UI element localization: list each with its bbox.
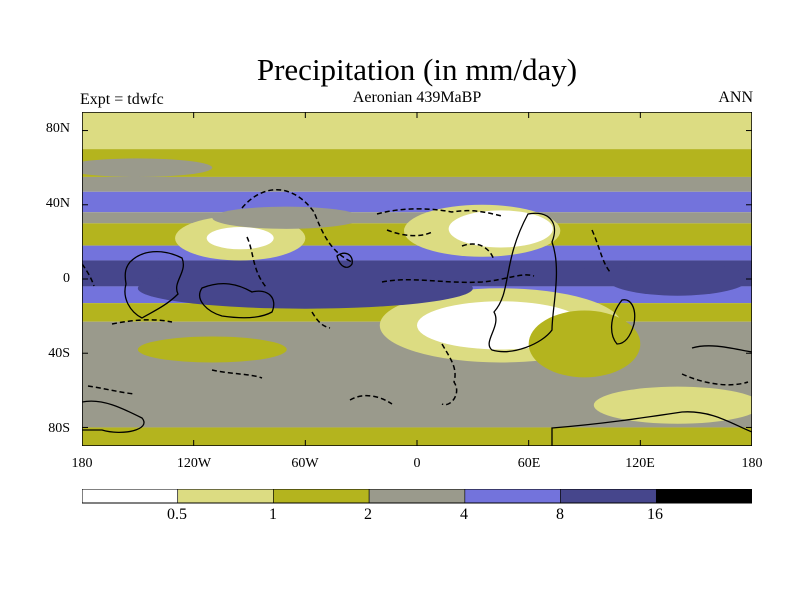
- coastline-dashed: [681, 373, 749, 386]
- y-tick-label: 40N: [45, 196, 70, 211]
- precip-band: [82, 176, 752, 192]
- x-tick-label: 120W: [176, 456, 212, 471]
- coastline-dashed: [591, 229, 611, 273]
- precip-patch: [137, 336, 287, 363]
- coastline-solid: [691, 345, 752, 353]
- y-tick-label: 0: [63, 271, 70, 286]
- x-tick-label: 180: [71, 456, 93, 471]
- coastline-dashed: [246, 236, 267, 288]
- coastline-dashed: [241, 189, 353, 263]
- precip-band: [82, 112, 752, 150]
- period-subtitle: Aeronian 439MaBP: [352, 89, 482, 106]
- x-tick-label: 0: [413, 456, 421, 471]
- season-label: ANN: [718, 89, 753, 106]
- coastline-dashed: [349, 394, 393, 405]
- precip-patch: [212, 206, 362, 229]
- experiment-label: Expt = tdwfc: [80, 91, 164, 108]
- coastline-dashed: [311, 311, 331, 329]
- coastline-dashed: [82, 263, 95, 287]
- y-tick-label: 40S: [48, 346, 70, 361]
- colorbar-swatch: [177, 489, 274, 504]
- coastline-solid: [551, 411, 752, 446]
- precip-patch: [82, 158, 213, 177]
- y-tick-label: 80N: [45, 121, 70, 136]
- coastline-dashed: [376, 208, 503, 217]
- coastline-solid: [199, 282, 275, 319]
- precip-patch: [206, 227, 274, 250]
- precipitation-map: [82, 112, 752, 446]
- precip-patch: [448, 210, 553, 248]
- precip-band: [82, 427, 752, 446]
- coastline-dashed: [461, 243, 495, 261]
- coastline-solid: [610, 299, 636, 345]
- coastline-dashed: [211, 369, 263, 379]
- x-tick-label: 180: [741, 456, 763, 471]
- colorbar-swatch: [368, 489, 466, 504]
- coastline-solid: [336, 252, 353, 268]
- precip-patch: [137, 267, 473, 309]
- colorbar-swatch: [82, 489, 179, 504]
- coastline-solid: [82, 400, 145, 433]
- colorbar: [82, 489, 752, 504]
- coastline-dashed: [87, 385, 135, 395]
- coastline-dashed: [386, 229, 433, 237]
- colorbar-label: 8: [556, 506, 564, 523]
- colorbar-label: 0.5: [167, 506, 187, 523]
- colorbar-label: 1: [269, 506, 277, 523]
- precip-band: [82, 191, 752, 213]
- colorbar-swatch: [560, 489, 657, 504]
- precip-patch: [528, 310, 641, 378]
- page-title: Precipitation (in mm/day): [256, 52, 578, 87]
- coastline-dashed: [441, 343, 458, 406]
- colorbar-label: 2: [364, 506, 372, 523]
- colorbar-label: 4: [460, 506, 468, 523]
- colorbar-swatch: [655, 489, 752, 504]
- coastline-dashed: [381, 274, 535, 284]
- x-tick-label: 60E: [517, 456, 541, 471]
- colorbar-swatch: [464, 489, 561, 504]
- coastline-solid: [124, 251, 184, 319]
- colorbar-swatch: [273, 489, 370, 504]
- precip-patch: [606, 262, 749, 296]
- precip-patch: [575, 266, 632, 285]
- x-tick-label: 60W: [291, 456, 319, 471]
- y-tick-label: 80S: [48, 421, 70, 436]
- precip-patch: [593, 386, 752, 424]
- x-tick-label: 120E: [625, 456, 655, 471]
- colorbar-frame: [82, 489, 752, 504]
- coastline-solid: [488, 212, 558, 353]
- colorbar-label: 16: [647, 506, 663, 523]
